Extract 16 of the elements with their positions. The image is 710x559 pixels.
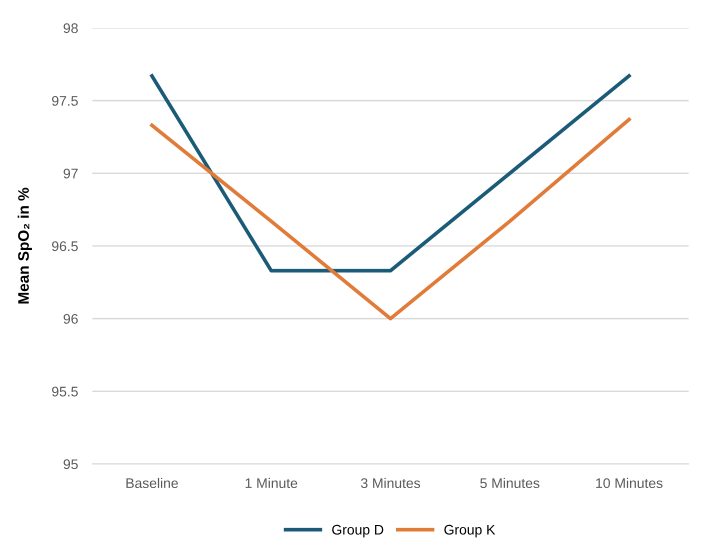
y-axis-title: Mean SpO₂ in % [18,188,32,304]
line-series [150,118,631,320]
y-tick-label: 95 [64,459,78,470]
x-tick-label: Baseline [126,478,178,488]
x-tick-label: 1 Minute [246,478,298,488]
y-tick-label: 96 [64,314,78,324]
y-tick-label: 96.5 [52,241,78,252]
y-tick-label: 95.5 [52,386,78,396]
y-tick-label: 97 [64,168,78,178]
x-tick-label: 5 Minutes [480,478,540,488]
x-tick-label: 10 Minutes [596,478,663,488]
legend-label: Group K [444,524,496,538]
x-tick-label: 3 Minutes [360,478,420,488]
legend-label: Group D [332,524,384,538]
y-tick-label: 97.5 [52,96,78,106]
y-tick-label: 98 [64,23,78,34]
